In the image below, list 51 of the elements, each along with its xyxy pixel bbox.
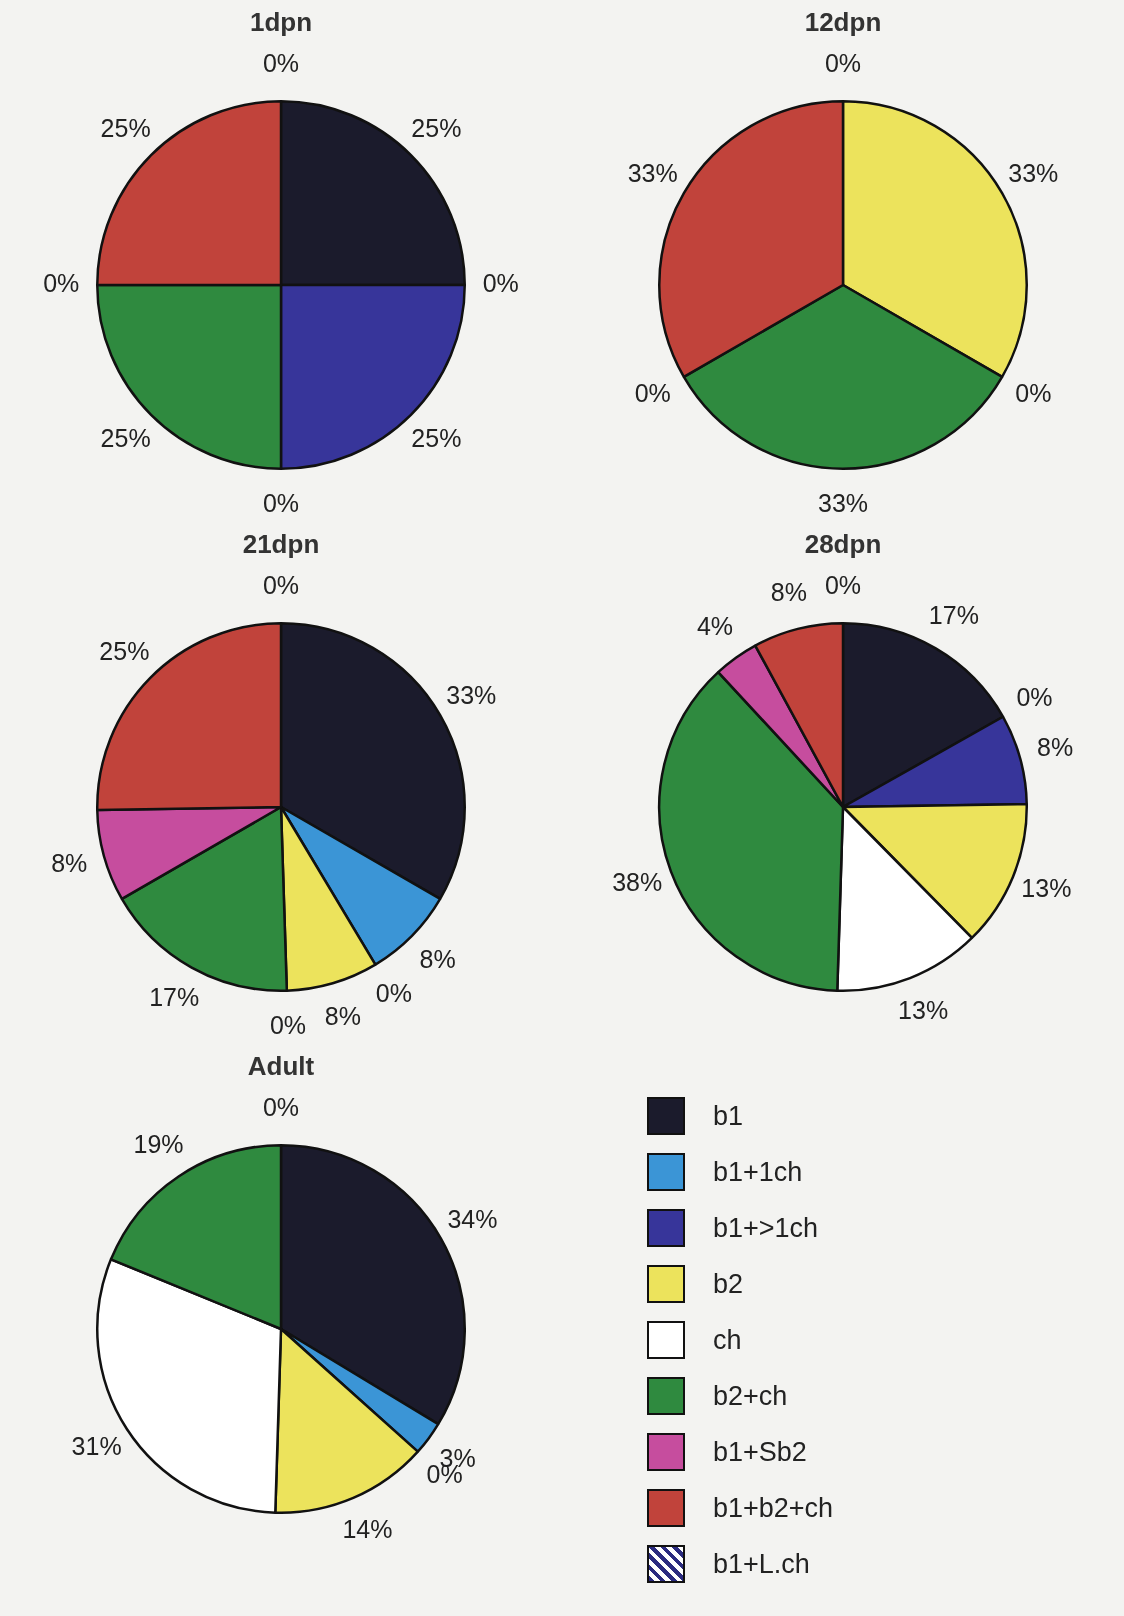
data-label: 25% xyxy=(100,113,151,142)
data-label: 8% xyxy=(51,849,88,878)
data-label: 17% xyxy=(149,982,200,1011)
data-label: 19% xyxy=(133,1130,184,1159)
data-label: 13% xyxy=(898,995,949,1024)
legend-label: b1+b2+ch xyxy=(713,1492,834,1524)
data-label: 13% xyxy=(1021,874,1072,903)
chart-title: 1dpn xyxy=(249,6,313,39)
data-label: 8% xyxy=(770,577,807,606)
text: 0% xyxy=(262,1093,300,1122)
legend-label: b2+ch xyxy=(713,1380,788,1412)
legend-label: b1+Sb2 xyxy=(713,1436,807,1468)
chart-title: 28dpn xyxy=(804,528,882,561)
legend-label: b1+L.ch xyxy=(713,1548,810,1580)
legend-label: b1 xyxy=(713,1100,744,1132)
chart-title: 21dpn xyxy=(242,528,320,561)
text: 0% xyxy=(1016,682,1053,711)
legend-label: b1+>1ch xyxy=(713,1212,819,1244)
data-label: 34% xyxy=(447,1204,498,1233)
data-label: 8% xyxy=(324,1001,361,1030)
text: 0% xyxy=(634,378,671,407)
legend-label: ch xyxy=(713,1324,742,1356)
data-label: 31% xyxy=(71,1432,122,1461)
data-label: 25% xyxy=(99,636,150,665)
chart-title: 12dpn xyxy=(804,6,882,39)
text: 0% xyxy=(824,571,862,600)
data-label: 33% xyxy=(817,488,869,517)
text: 0% xyxy=(1015,378,1052,407)
data-label: 8% xyxy=(1037,733,1074,762)
text: 0% xyxy=(262,49,300,78)
text: 0% xyxy=(262,488,300,517)
data-label: 33% xyxy=(1008,159,1059,188)
text: 0% xyxy=(375,979,412,1008)
data-label: 8% xyxy=(419,945,456,974)
data-label: 25% xyxy=(411,113,462,142)
legend-label: b1+1ch xyxy=(713,1156,803,1188)
data-label: 25% xyxy=(100,424,151,453)
legend-label: b2 xyxy=(713,1268,744,1300)
text: 0% xyxy=(269,1010,307,1039)
text: 0% xyxy=(482,268,519,297)
text: 0% xyxy=(262,571,300,600)
data-label: 17% xyxy=(928,601,979,630)
text: 0% xyxy=(43,268,80,297)
data-label: 33% xyxy=(627,159,678,188)
data-label: 14% xyxy=(342,1514,393,1543)
text: 0% xyxy=(824,49,862,78)
chart-title: Adult xyxy=(247,1050,315,1083)
data-label: 38% xyxy=(612,867,663,896)
data-label: 33% xyxy=(446,681,497,710)
data-label: 25% xyxy=(411,424,462,453)
data-label: 4% xyxy=(696,612,734,641)
